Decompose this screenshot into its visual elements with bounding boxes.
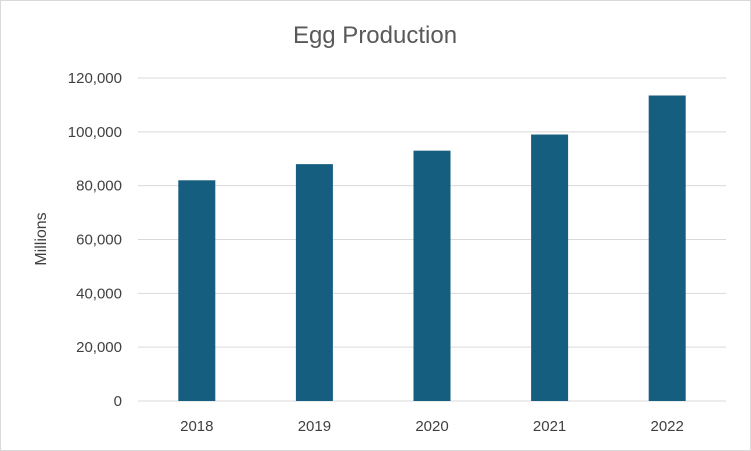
bar-2021 <box>531 134 569 401</box>
y-tick-label: 40,000 <box>76 285 122 302</box>
x-tick-label: 2020 <box>415 418 448 435</box>
bars <box>178 95 686 401</box>
x-tick-label: 2018 <box>180 418 213 435</box>
y-tick-label: 100,000 <box>68 124 122 141</box>
bar-2018 <box>178 180 216 401</box>
y-tick-label: 80,000 <box>76 178 122 195</box>
bar-2019 <box>295 164 333 401</box>
bar-2020 <box>413 150 451 401</box>
x-tick-labels: 2018 2019 2020 2021 2022 <box>180 418 684 435</box>
x-tick-label: 2022 <box>651 418 684 435</box>
y-tick-label: 0 <box>114 393 122 410</box>
bar-2022 <box>648 95 686 401</box>
y-axis-label: Millions <box>33 212 50 265</box>
y-tick-label: 20,000 <box>76 339 122 356</box>
x-tick-label: 2019 <box>298 418 331 435</box>
y-tick-labels: 0 20,000 40,000 60,000 80,000 100,000 120,000 <box>68 70 122 410</box>
y-tick-label: 120,000 <box>68 70 122 87</box>
chart-title: Egg Production <box>293 22 457 49</box>
x-tick-label: 2021 <box>533 418 566 435</box>
y-tick-label: 60,000 <box>76 232 122 249</box>
